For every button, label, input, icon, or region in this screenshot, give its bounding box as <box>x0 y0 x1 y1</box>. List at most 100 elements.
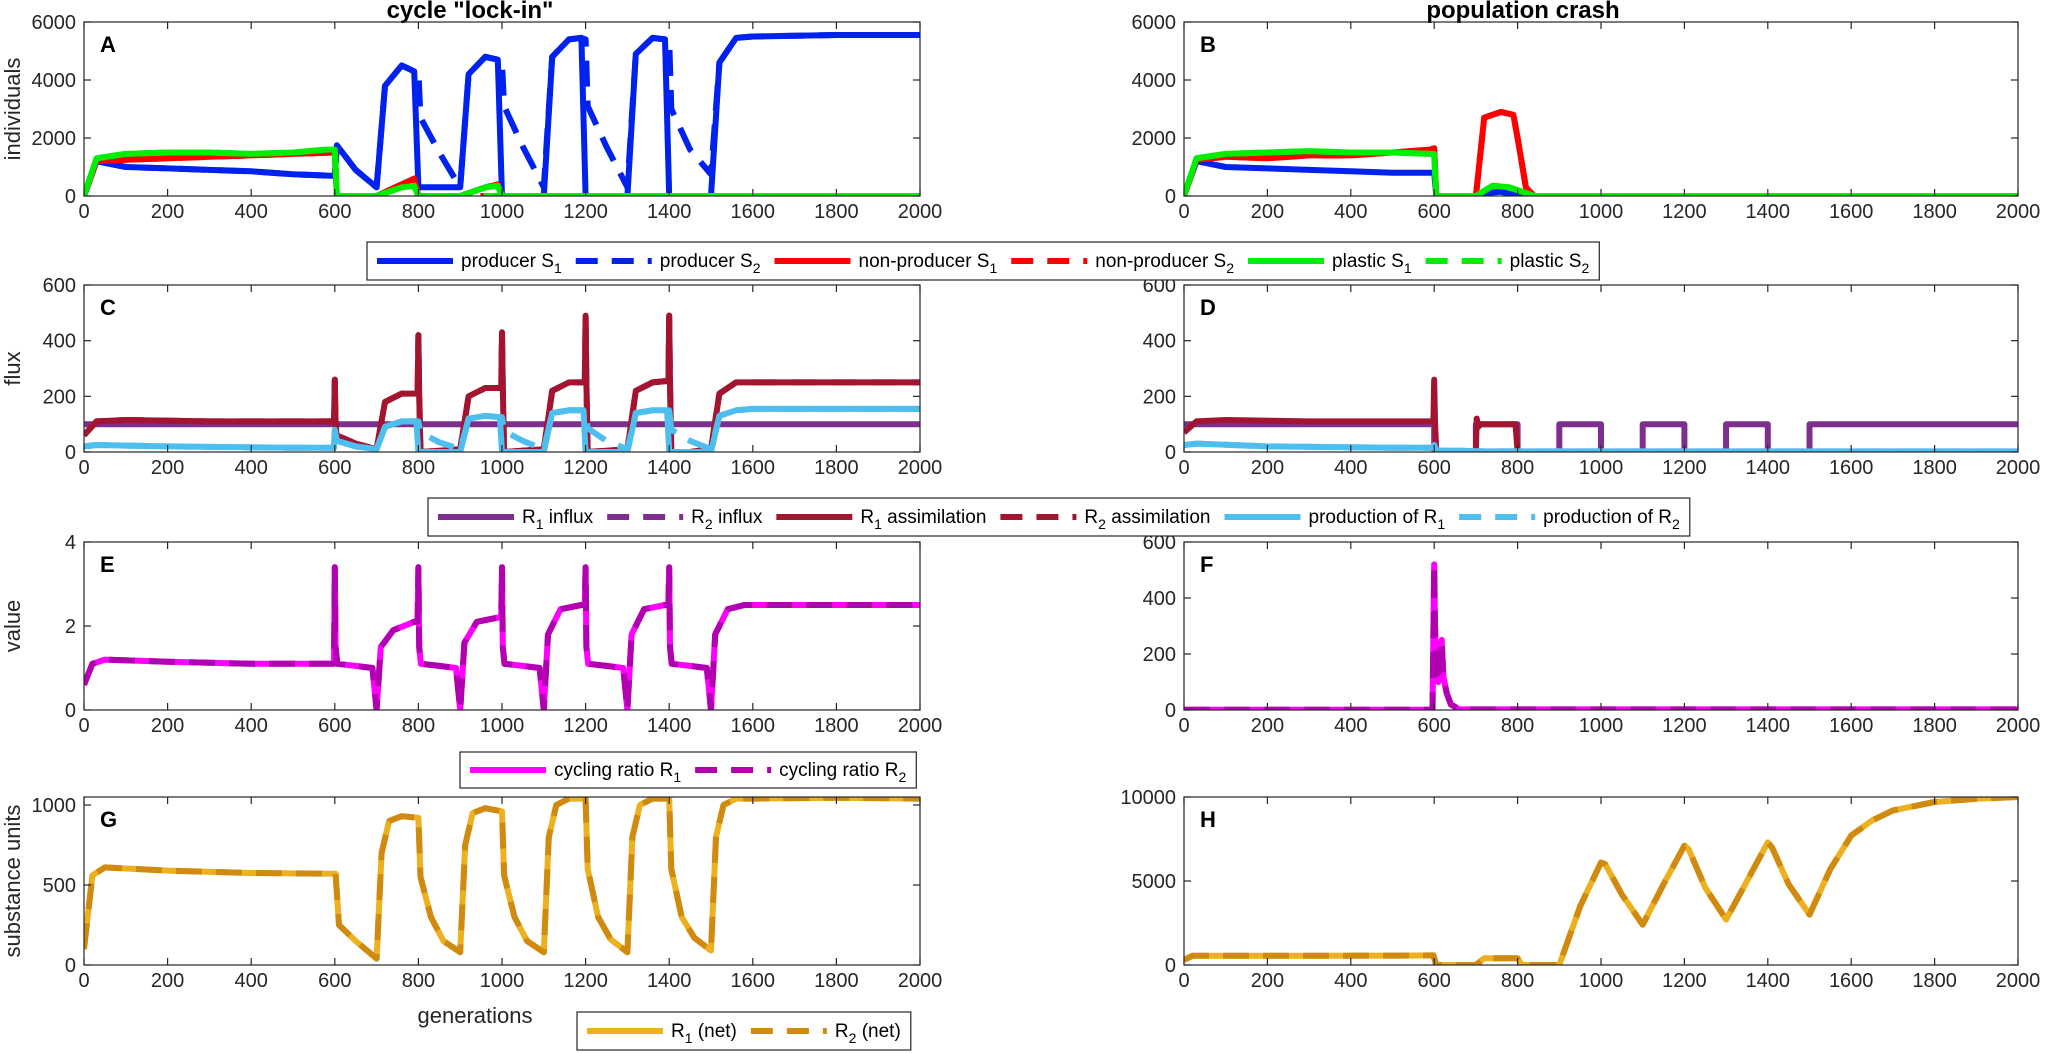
y-tick-label: 5000 <box>1132 871 1177 893</box>
panel-letter: H <box>1200 807 1216 832</box>
column-title-right: population crash <box>1426 0 1619 24</box>
x-tick-label: 1800 <box>1912 715 1957 737</box>
y-tick-label: 4 <box>65 532 76 554</box>
y-tick-label: 500 <box>43 875 76 897</box>
legend-label-sub: 2 <box>753 260 761 276</box>
x-tick-label: 1000 <box>1579 715 1624 737</box>
x-tick-label: 1800 <box>814 457 859 479</box>
series-group <box>1184 108 2018 196</box>
legend-label-main: producer S <box>461 251 554 272</box>
legend-label-main: cycling ratio R <box>779 760 898 781</box>
y-tick-label: 0 <box>1165 700 1176 722</box>
legend-label: R1 (net) <box>671 1021 737 1046</box>
series-line-plastic-s2 <box>84 146 920 196</box>
x-tick-label: 1000 <box>1579 457 1624 479</box>
legend-label-sub: 1 <box>989 260 997 276</box>
legend-label-sub: 2 <box>1672 516 1680 532</box>
x-tick-label: 1200 <box>1662 970 1707 992</box>
x-tick-label: 400 <box>235 970 268 992</box>
x-tick-label: 1000 <box>1579 201 1624 223</box>
x-tick-label: 2000 <box>898 457 943 479</box>
x-tick-label: 0 <box>1178 201 1189 223</box>
legend-label: cycling ratio R1 <box>554 760 681 785</box>
legend-label-main: R <box>835 1021 849 1042</box>
legend-label-sub: 2 <box>1581 260 1589 276</box>
y-tick-label: 400 <box>1143 588 1176 610</box>
series-group <box>84 312 920 452</box>
y-tick-label: 600 <box>43 275 76 297</box>
legend-label: cycling ratio R2 <box>779 760 906 785</box>
panel-letter: A <box>100 32 116 57</box>
y-tick-label: 200 <box>1143 386 1176 408</box>
x-tick-label: 600 <box>318 457 351 479</box>
x-tick-label: 200 <box>1251 457 1284 479</box>
x-tick-label: 1600 <box>731 201 776 223</box>
legend-label-suffix: (net) <box>856 1021 900 1042</box>
x-tick-label: 600 <box>1418 201 1451 223</box>
column-title-left: cycle "lock-in" <box>387 0 554 24</box>
legends: producer S1 producer S2 non-producer S1 non… <box>366 241 1691 1051</box>
legend-label: production of R1 <box>1309 507 1446 532</box>
x-tick-label: 1600 <box>1829 457 1874 479</box>
x-tick-label: 1400 <box>1746 715 1791 737</box>
legend-label: R1 assimilation <box>860 507 986 532</box>
legend-label: non-producer S2 <box>1095 251 1234 276</box>
x-tick-label: 200 <box>151 970 184 992</box>
x-tick-label: 1000 <box>480 457 525 479</box>
x-tick-label: 0 <box>1178 457 1189 479</box>
y-axis-label: value <box>0 600 25 653</box>
y-tick-label: 2 <box>65 616 76 638</box>
x-tick-label: 1800 <box>814 201 859 223</box>
x-tick-label: 1800 <box>1912 201 1957 223</box>
panel-f: 0 200 400 600 800 1000 1200 1400 1600 1800 2000 0 20… <box>1143 532 2041 737</box>
y-tick-label: 0 <box>65 700 76 722</box>
legend-label: non-producer S1 <box>859 251 998 276</box>
series-line-r1-net- <box>1184 797 2018 965</box>
x-tick-label: 0 <box>1178 715 1189 737</box>
y-tick-label: 2000 <box>1132 128 1177 150</box>
legend-label-sub: 1 <box>685 1030 693 1046</box>
x-tick-label: 1400 <box>647 457 692 479</box>
x-tick-label: 400 <box>235 201 268 223</box>
legend-label: R2 (net) <box>835 1021 901 1046</box>
x-tick-label: 800 <box>1501 201 1534 223</box>
x-tick-label: 1200 <box>563 715 608 737</box>
x-tick-label: 1600 <box>731 970 776 992</box>
legend-label-sub: 1 <box>673 769 681 785</box>
x-tick-label: 2000 <box>1996 970 2041 992</box>
legend-label-suffix: influx <box>713 507 763 528</box>
legend-label-sub: 2 <box>1226 260 1234 276</box>
legend-label-sub: 2 <box>898 769 906 785</box>
legend-label-main: R <box>860 507 874 528</box>
legend-label-suffix: influx <box>544 507 594 528</box>
x-tick-label: 2000 <box>898 970 943 992</box>
series-line-cycling-ratio-r1 <box>1184 561 2018 710</box>
legend-box <box>366 241 1600 281</box>
series-group <box>84 797 920 962</box>
y-tick-label: 4000 <box>32 70 77 92</box>
legend-label-sub: 1 <box>536 516 544 532</box>
x-tick-label: 600 <box>1418 970 1451 992</box>
legend-3: cycling ratio R1 cycling ratio R2 <box>459 751 917 789</box>
legend-label-sub: 2 <box>705 516 713 532</box>
panel-c: 0 200 400 600 800 1000 1200 1400 1600 1800 2000 0 20… <box>0 275 942 479</box>
y-tick-label: 200 <box>43 386 76 408</box>
x-tick-label: 200 <box>151 201 184 223</box>
series-group <box>1184 561 2018 710</box>
plot-area: 0 200 400 600 800 1000 1200 1400 1600 1800 2000020… <box>0 12 2040 1028</box>
x-tick-label: 400 <box>1334 201 1367 223</box>
x-tick-label: 2000 <box>1996 715 2041 737</box>
panel-e: 0 200 400 600 800 1000 1200 1400 1600 1800 2000 0 2 4… <box>0 532 942 737</box>
x-tick-label: 400 <box>235 457 268 479</box>
legend-label-sub: 2 <box>1098 516 1106 532</box>
legend-label-suffix: assimilation <box>1106 507 1211 528</box>
x-tick-label: 600 <box>1418 715 1451 737</box>
x-tick-label: 1200 <box>1662 201 1707 223</box>
x-tick-label: 0 <box>78 970 89 992</box>
x-tick-label: 1800 <box>814 970 859 992</box>
y-tick-label: 10000 <box>1120 787 1176 809</box>
panel-letter: E <box>100 552 115 577</box>
y-axis-label: individuals <box>0 58 25 161</box>
x-tick-label: 1200 <box>1662 715 1707 737</box>
